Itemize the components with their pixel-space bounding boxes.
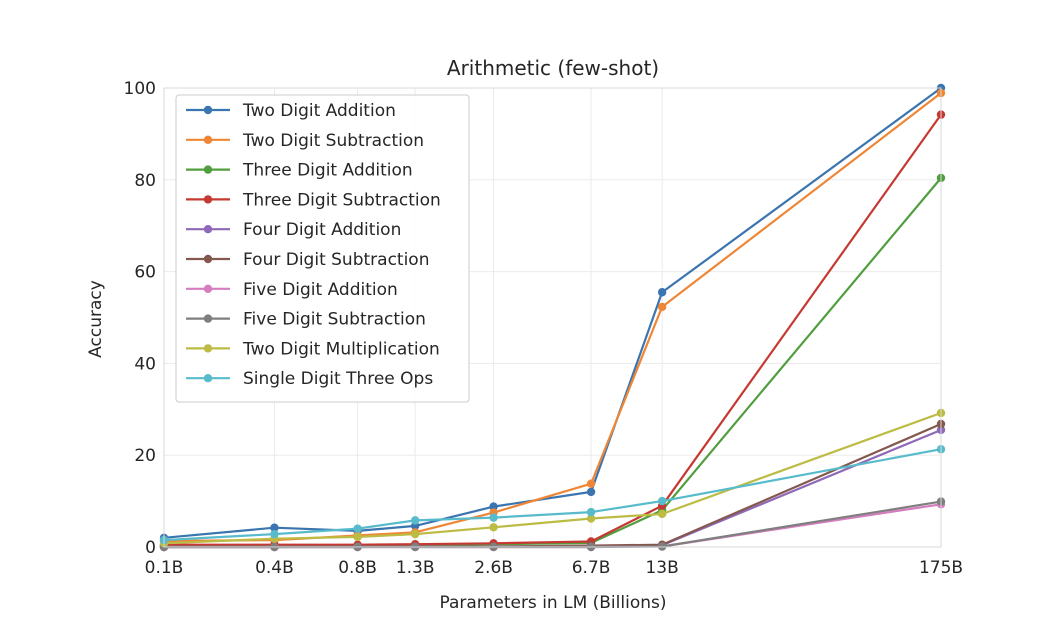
data-point	[657, 496, 667, 506]
x-tick-label: 175B	[919, 558, 963, 578]
legend-item: Two Digit Multiplication	[186, 339, 440, 359]
legend: Two Digit Addition Two Digit Subtraction T…	[175, 94, 470, 403]
legend-marker	[203, 165, 213, 174]
x-tick-label: 6.7B	[572, 558, 611, 578]
data-point	[410, 529, 420, 539]
data-point	[489, 513, 498, 522]
legend-item: Three Digit Subtraction	[186, 190, 441, 210]
legend-label: Two Digit Subtraction	[242, 131, 424, 151]
legend-marker	[203, 225, 213, 234]
x-tick-label: 0.4B	[255, 558, 294, 578]
legend-marker	[203, 374, 213, 383]
series-two-digit-multiplication	[159, 408, 946, 548]
legend-marker	[203, 135, 213, 144]
series-line	[164, 113, 942, 546]
data-point	[353, 524, 362, 533]
legend-item: Two Digit Subtraction	[186, 131, 424, 151]
y-axis-title: Accuracy	[86, 280, 106, 358]
legend-item: Four Digit Subtraction	[186, 250, 429, 270]
legend-marker	[203, 314, 213, 323]
data-point	[586, 479, 596, 488]
legend-label: Four Digit Addition	[243, 220, 401, 240]
x-axis-title: Parameters in LM (Billions)	[439, 593, 666, 613]
data-point	[410, 516, 420, 525]
y-tick-label: 0	[145, 538, 156, 558]
data-point	[657, 302, 667, 312]
data-point	[657, 288, 667, 297]
y-tick-label: 100	[124, 79, 156, 99]
series-line	[163, 448, 942, 542]
legend-label: Five Digit Addition	[243, 280, 398, 300]
legend-label: Three Digit Subtraction	[242, 190, 441, 210]
legend-label: Four Digit Subtraction	[243, 250, 429, 270]
legend-marker	[203, 344, 213, 353]
data-point	[270, 529, 279, 539]
legend-label: Two Digit Multiplication	[242, 339, 440, 359]
series-line	[163, 87, 942, 539]
x-tick-label: 0.1B	[145, 558, 184, 578]
data-point	[353, 532, 362, 542]
legend-item: Five Digit Subtraction	[186, 310, 426, 330]
legend-marker	[203, 254, 213, 264]
x-tick-label: 1.3B	[396, 558, 435, 578]
legend-item: Single Digit Three Ops	[186, 369, 433, 389]
x-tick-label: 0.8B	[338, 558, 377, 578]
data-point	[489, 523, 498, 532]
y-tick-label: 20	[134, 446, 156, 466]
data-point	[270, 523, 279, 532]
legend-marker	[203, 284, 213, 293]
legend-box	[175, 94, 470, 403]
plot-frame	[163, 87, 942, 548]
x-tick-label: 2.6B	[474, 558, 513, 578]
legend-item: Three Digit Addition	[186, 161, 413, 181]
legend-item: Two Digit Addition	[186, 101, 396, 121]
legend-marker	[203, 105, 213, 115]
legend-item: Four Digit Addition	[186, 220, 401, 240]
data-point	[586, 514, 596, 523]
data-point	[657, 509, 667, 519]
y-tick-label: 60	[134, 263, 156, 283]
legend-label: Two Digit Addition	[242, 101, 396, 121]
chart-title: Arithmetic (few-shot)	[447, 56, 659, 80]
legend-item: Five Digit Addition	[186, 280, 398, 300]
axes: 0.1B 0.4B 0.8B 1.3B 2.6B 6.7B 13B 175B 0 20 40 60 80…	[124, 79, 964, 578]
y-tick-label: 80	[134, 171, 156, 191]
data-point	[586, 487, 596, 497]
legend-label: Single Digit Three Ops	[243, 369, 433, 389]
x-tick-label: 13B	[645, 558, 678, 578]
series-line	[163, 411, 942, 545]
legend-label: Five Digit Subtraction	[243, 310, 426, 330]
y-tick-label: 40	[134, 354, 156, 374]
legend-marker	[203, 195, 213, 204]
legend-label: Three Digit Addition	[242, 161, 413, 181]
data-point	[489, 502, 498, 511]
data-point	[586, 507, 596, 517]
